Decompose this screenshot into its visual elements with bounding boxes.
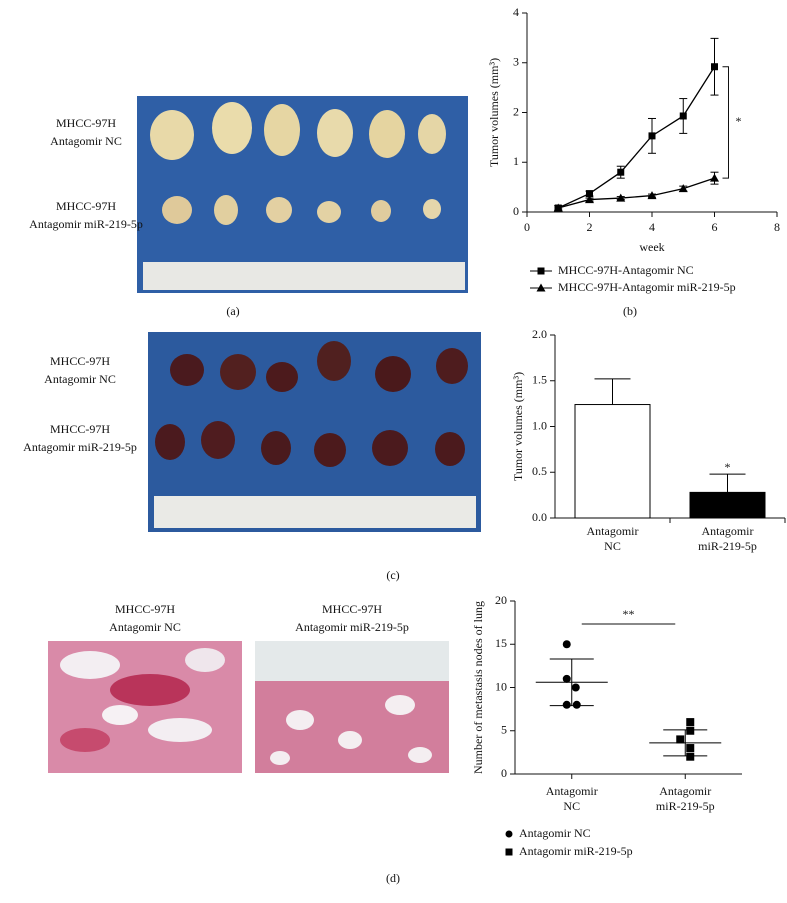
panel-label: (b) [623, 304, 637, 318]
annotation: * [736, 114, 742, 128]
photo-caption: Antagomir NC [109, 620, 181, 634]
y-tick-label: 2 [513, 104, 519, 118]
y-tick-label: 2.0 [532, 327, 547, 341]
panel-label: (d) [386, 871, 400, 885]
photo-caption: MHCC-97H [115, 602, 175, 616]
y-tick-label: 0 [513, 204, 519, 218]
photo-label: MHCC-97H [56, 199, 116, 213]
y-tick-label: 0.5 [532, 464, 547, 478]
y-axis-label: Tumor volumes (mm³) [487, 58, 501, 167]
data-point [616, 193, 626, 202]
y-tick-label: 15 [495, 636, 507, 650]
y-tick-label: 5 [501, 723, 507, 737]
photo-label: MHCC-97H [50, 354, 110, 368]
data-point [553, 203, 563, 212]
photo-label: MHCC-97H [56, 116, 116, 130]
x-tick-label: 0 [524, 220, 530, 234]
y-axis-label: Tumor volumes (mm³) [511, 372, 525, 481]
data-point [572, 700, 581, 709]
y-tick-label: 3 [513, 55, 519, 69]
x-tick-label: Antagomir miR-219-5p [698, 524, 757, 553]
y-tick-label: 0 [501, 766, 507, 780]
x-tick-label: Antagomir miR-219-5p [656, 784, 715, 813]
photo-c [148, 332, 481, 532]
panel-label: (c) [386, 568, 399, 582]
legend-label: Antagomir NC [519, 826, 591, 840]
data-point [679, 112, 687, 120]
data-point [647, 191, 657, 200]
data-point [710, 173, 719, 182]
data-point [686, 744, 695, 753]
data-point [676, 735, 685, 744]
series-line [558, 177, 715, 209]
data-point [686, 718, 695, 727]
data-point [686, 752, 695, 761]
y-tick-label: 20 [495, 593, 507, 607]
y-tick-label: 1.5 [532, 373, 547, 387]
data-point [617, 168, 625, 176]
x-axis-label: week [639, 240, 664, 254]
data-point [562, 700, 571, 709]
data-point [586, 190, 593, 198]
photo-label: Antagomir NC [44, 372, 116, 386]
legend-marker [505, 830, 513, 838]
y-tick-label: 1.0 [532, 418, 547, 432]
photo-label: MHCC-97H [50, 422, 110, 436]
data-point [711, 63, 718, 71]
y-tick-label: 0.0 [532, 510, 547, 524]
y-tick-label: 1 [513, 154, 519, 168]
data-point [571, 683, 580, 692]
annotation: * [725, 460, 731, 474]
legend-marker [505, 848, 513, 856]
bar [689, 491, 766, 519]
data-point [585, 195, 594, 204]
x-tick-label: 4 [649, 220, 655, 234]
data-point [562, 674, 571, 683]
x-tick-label: 8 [774, 220, 780, 234]
y-tick-label: 4 [513, 5, 519, 19]
legend-label: MHCC-97H-Antagomir miR-219-5p [558, 280, 736, 294]
photo-label: Antagomir miR-219-5p [23, 440, 137, 454]
series-line [557, 66, 716, 209]
x-tick-label: Antagomir NC [546, 784, 598, 813]
legend-label: Antagomir miR-219-5p [519, 844, 633, 858]
x-tick-label: 6 [712, 220, 718, 234]
data-point [678, 184, 688, 193]
photo-a [137, 96, 468, 293]
photo-label: Antagomir miR-219-5p [29, 217, 143, 231]
data-point [562, 640, 571, 649]
data-point [648, 132, 656, 140]
photo-d [48, 641, 449, 773]
photo-label: Antagomir NC [50, 134, 122, 148]
legend-label: MHCC-97H-Antagomir NC [558, 263, 694, 277]
x-tick-label: 2 [587, 220, 593, 234]
y-tick-label: 10 [495, 679, 507, 693]
x-tick-label: Antagomir NC [587, 524, 639, 553]
legend-marker [537, 267, 545, 275]
photo-caption: Antagomir miR-219-5p [295, 620, 409, 634]
y-axis-label: Number of metastasis nodes of lung [471, 601, 485, 774]
significance-bracket [722, 66, 729, 179]
bar [574, 404, 651, 519]
data-point [686, 726, 695, 735]
legend-marker [536, 283, 546, 292]
panel-label: (a) [226, 304, 239, 318]
photo-caption: MHCC-97H [322, 602, 382, 616]
annotation: ** [623, 607, 635, 621]
